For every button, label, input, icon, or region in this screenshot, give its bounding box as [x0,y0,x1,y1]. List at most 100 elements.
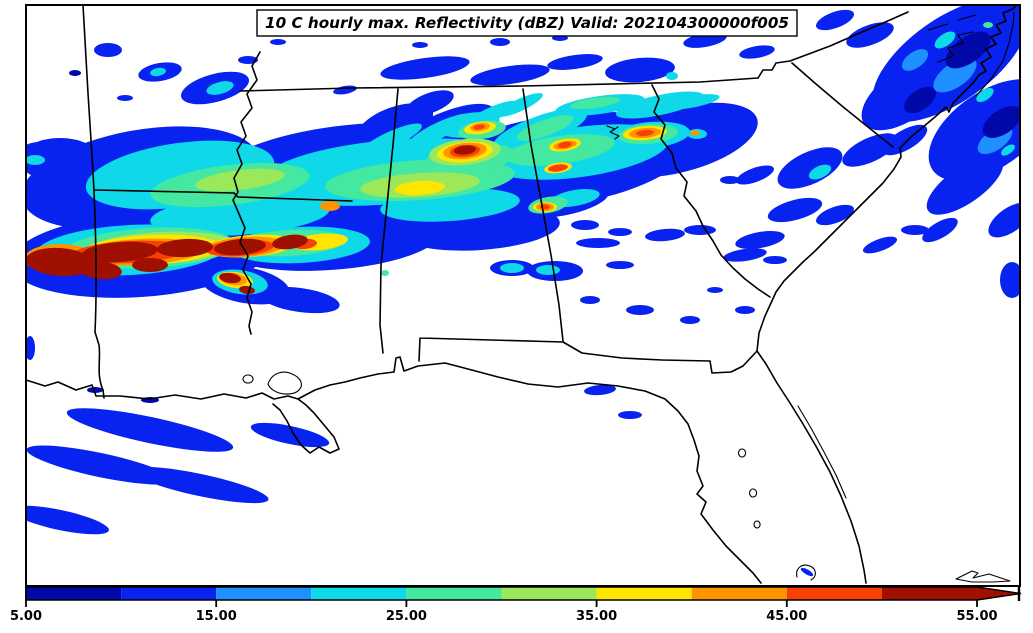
radar-echo [132,258,168,272]
radar-echo [470,64,550,86]
border-mississippi-alabama [379,88,399,354]
colorbar-arrow [977,587,1021,600]
radar-echo [680,316,700,324]
radar-echo [516,115,574,141]
florida-lagoon [797,405,847,499]
lake-pontchartrain [242,371,302,395]
map-title: 10 C hourly max. Reflectivity (dBZ) Vali… [265,14,789,32]
radar-echo-layer [27,6,1019,577]
radar-echo [490,38,510,46]
radar-echo [842,133,898,167]
radar-echo [605,57,675,83]
radar-echo [473,124,485,130]
radar-echo [69,70,81,76]
radar-echo [636,129,654,137]
radar-echo [901,49,929,71]
radar-echo [27,505,109,535]
radar-echo [576,238,620,248]
radar-echo [94,43,122,57]
radar-echo [27,155,45,165]
radar-echo [497,93,543,117]
radar-echo [320,201,340,211]
radar-echo [861,59,949,131]
radar-echo [131,466,269,504]
colorbar-segment [216,587,312,600]
colorbar-segment [881,587,977,600]
radar-echo [690,130,700,136]
radar-echo [27,336,35,360]
border-tennessee-northcarolina [757,11,909,79]
radar-echo [412,42,428,48]
border-florida-north [418,337,758,374]
radar-echo [358,123,422,157]
radar-echo [626,305,654,315]
border-alabama-georgia [522,88,564,342]
radar-echo [547,54,603,70]
radar-echo [78,260,122,280]
radar-echo [808,164,832,180]
radar-echo [666,72,678,80]
colorbar-tick-label: 25.00 [386,609,427,624]
colorbar-tick-label: 45.00 [766,609,807,624]
radar-echo [720,176,740,184]
radar-echo [500,263,524,273]
title-box-background [256,9,798,37]
colorbar-tick-label: 55.00 [956,609,997,624]
radar-echo [982,106,1019,138]
border-tennessee-south [239,77,759,92]
radar-echo [735,231,785,249]
colorbar-tick-label: 35.00 [576,609,617,624]
state-borders [27,6,1017,584]
radar-echo [922,217,958,243]
florida-lakes [738,448,816,581]
radar-echo [723,248,767,262]
radar-echo [816,9,854,31]
radar-echo [238,56,258,64]
radar-echo [584,384,616,396]
radar-echo [983,22,993,28]
radar-echo [1001,144,1015,156]
colorbar-segment [406,587,502,600]
radar-echo [260,286,340,314]
radar-echo [570,96,620,110]
radar-echo [536,265,560,275]
radar-echo [150,67,166,77]
gulf-coastline [27,356,762,584]
radar-echo [395,180,445,196]
radar-echo [800,567,814,577]
radar-echo [87,387,103,393]
radar-echo [767,197,823,223]
savannah-river-border [651,84,771,298]
florida-east-coast [756,350,867,584]
radar-echo [739,45,775,59]
radar-echo [82,241,158,263]
radar-echo [945,31,991,69]
radar-echo [684,225,716,235]
radar-echo [66,408,234,452]
radar-echo [333,85,357,95]
radar-echo [926,155,1004,215]
radar-echo [381,270,389,276]
radar-echo [214,238,266,256]
radar-echo [380,56,470,80]
radar-echo [250,422,330,448]
colorbar-segment [311,587,407,600]
radar-echo [27,142,58,158]
mississippi-delta [272,398,340,454]
radar-echo [548,164,568,172]
colorbar-tick-label: 15.00 [196,609,237,624]
radar-echo [777,147,843,189]
radar-echo [272,234,308,250]
colorbar: 5.00 15.00 25.00 35.00 45.00 55.00 [10,586,1022,624]
radar-echo [618,411,642,419]
radar-echo [608,228,632,236]
border-texas-east [82,6,105,399]
radar-echo [157,238,213,258]
radar-echo [206,81,234,95]
north-georgia-reservoir [606,125,620,140]
colorbar-segment [121,587,217,600]
radar-echo [933,57,977,93]
colorbar-tick-label: 5.00 [10,609,42,624]
